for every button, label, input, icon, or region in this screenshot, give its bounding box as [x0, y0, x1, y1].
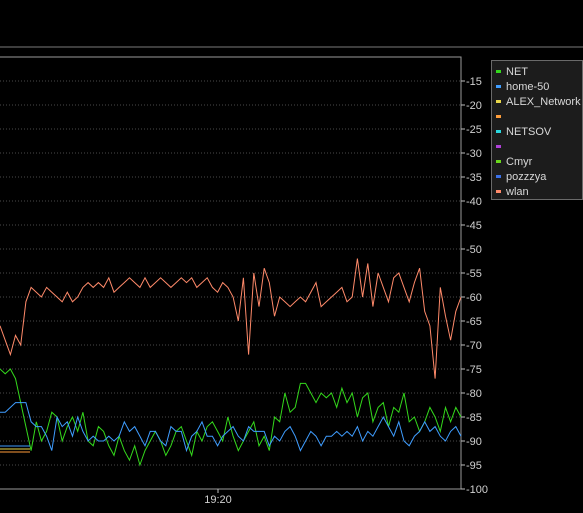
y-axis-ticks: -15 -20 -25 -30 -35 -40 -45 -50 -55 -60 -65 -70 -75 -… [461, 76, 488, 496]
legend-label: wlan [506, 185, 529, 198]
chart-legend: NET home-50 ALEX_Network ᅟᅟᅟ NETSOV ᅟᅟᅟᅟ Cmyr p… [491, 60, 583, 200]
legend-label: ALEX_Network [506, 95, 581, 108]
legend-swatch [496, 175, 501, 178]
legend-label: ᅟᅟᅟᅟ [506, 141, 547, 154]
legend-item: wlan [496, 184, 582, 199]
legend-swatch [496, 100, 501, 103]
series-line-0 [0, 368, 462, 467]
legend-label: pozzzya [506, 170, 547, 183]
y-tick-label: -25 [466, 124, 482, 136]
y-tick-label: -70 [466, 340, 482, 352]
y-tick-label: -95 [466, 460, 482, 472]
y-tick-label: -50 [466, 244, 482, 256]
legend-item: ᅟᅟᅟ [496, 109, 582, 124]
legend-item: ALEX_Network [496, 94, 582, 109]
legend-label: home-50 [506, 80, 550, 93]
legend-label: NET [506, 65, 528, 78]
y-tick-label: -30 [466, 148, 482, 160]
y-tick-label: -85 [466, 412, 482, 424]
legend-item: NET [496, 64, 582, 79]
legend-label: NETSOV [506, 125, 552, 138]
x-axis-ticks: 19:20 [204, 489, 232, 506]
legend-label: Cmyr [506, 155, 533, 168]
legend-swatch [496, 130, 501, 133]
residual-marks [0, 445, 30, 453]
y-tick-label: -40 [466, 196, 482, 208]
y-tick-label: -45 [466, 220, 482, 232]
legend-label: ᅟᅟᅟ [506, 111, 537, 124]
legend-item: pozzzya [496, 169, 582, 184]
y-tick-label: -80 [466, 388, 482, 400]
y-tick-label: -35 [466, 172, 482, 184]
legend-swatch [496, 115, 501, 118]
y-tick-label: -60 [466, 292, 482, 304]
legend-swatch [496, 160, 501, 163]
legend-item: NETSOV [496, 124, 582, 139]
series-lines [0, 258, 462, 467]
series-line-1 [0, 402, 462, 453]
y-tick-label: -15 [466, 76, 482, 88]
legend-item: Cmyr [496, 154, 582, 169]
legend-swatch [496, 190, 501, 193]
y-tick-label: -75 [466, 364, 482, 376]
y-tick-label: -20 [466, 100, 482, 112]
legend-item: home-50 [496, 79, 582, 94]
legend-swatch [496, 70, 501, 73]
y-tick-label: -90 [466, 436, 482, 448]
legend-swatch [496, 145, 501, 148]
legend-item: ᅟᅟᅟᅟ [496, 139, 582, 154]
grid-lines [0, 80, 461, 466]
y-tick-label: -100 [466, 484, 488, 496]
y-tick-label: -65 [466, 316, 482, 328]
x-tick-label: 19:20 [204, 494, 232, 506]
series-line-8 [0, 258, 462, 379]
y-tick-label: -55 [466, 268, 482, 280]
legend-swatch [496, 85, 501, 88]
